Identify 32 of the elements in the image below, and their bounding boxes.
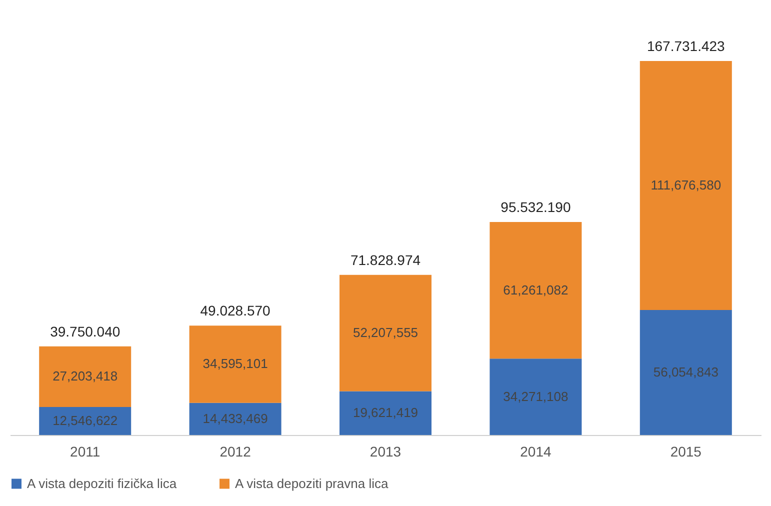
- data-label: 52,207,555: [352, 325, 418, 340]
- bar: [490, 358, 582, 435]
- bar: [640, 61, 732, 310]
- x-tick-label: 2013: [370, 444, 402, 460]
- total-label: 71.828.974: [350, 252, 421, 268]
- total-label: 95.532.190: [500, 198, 571, 215]
- bar: [340, 274, 432, 392]
- bar: [189, 326, 282, 403]
- data-label: 19,621,419: [352, 405, 418, 420]
- data-label: 61,261,082: [503, 282, 568, 298]
- data-label: 34,271,108: [503, 388, 568, 404]
- bar: [39, 407, 132, 435]
- x-tick-label: 2015: [670, 444, 702, 460]
- legend-label: A vista depoziti pravna lica: [235, 476, 389, 491]
- x-tick-label: 2014: [520, 444, 552, 460]
- total-label: 167.731.423: [646, 38, 726, 54]
- data-label: 56,054,843: [653, 364, 718, 380]
- data-label: 111,676,580: [650, 178, 722, 193]
- x-tick-label: 2011: [70, 444, 100, 460]
- bar: [340, 391, 432, 435]
- data-label: 12,546,622: [52, 413, 118, 428]
- bar: [640, 310, 732, 435]
- bar: [189, 402, 282, 435]
- total-label: 49.028.570: [200, 302, 271, 319]
- bar: [39, 346, 132, 408]
- data-label: 27,203,418: [52, 368, 118, 384]
- data-label: 34,595,101: [202, 356, 268, 372]
- bar: [490, 222, 582, 359]
- data-label: 14,433,469: [202, 410, 268, 426]
- legend-label: A vista depoziti fizička lica: [27, 476, 178, 491]
- x-tick-label: 2012: [220, 444, 252, 460]
- total-label: 39.750.040: [50, 323, 120, 340]
